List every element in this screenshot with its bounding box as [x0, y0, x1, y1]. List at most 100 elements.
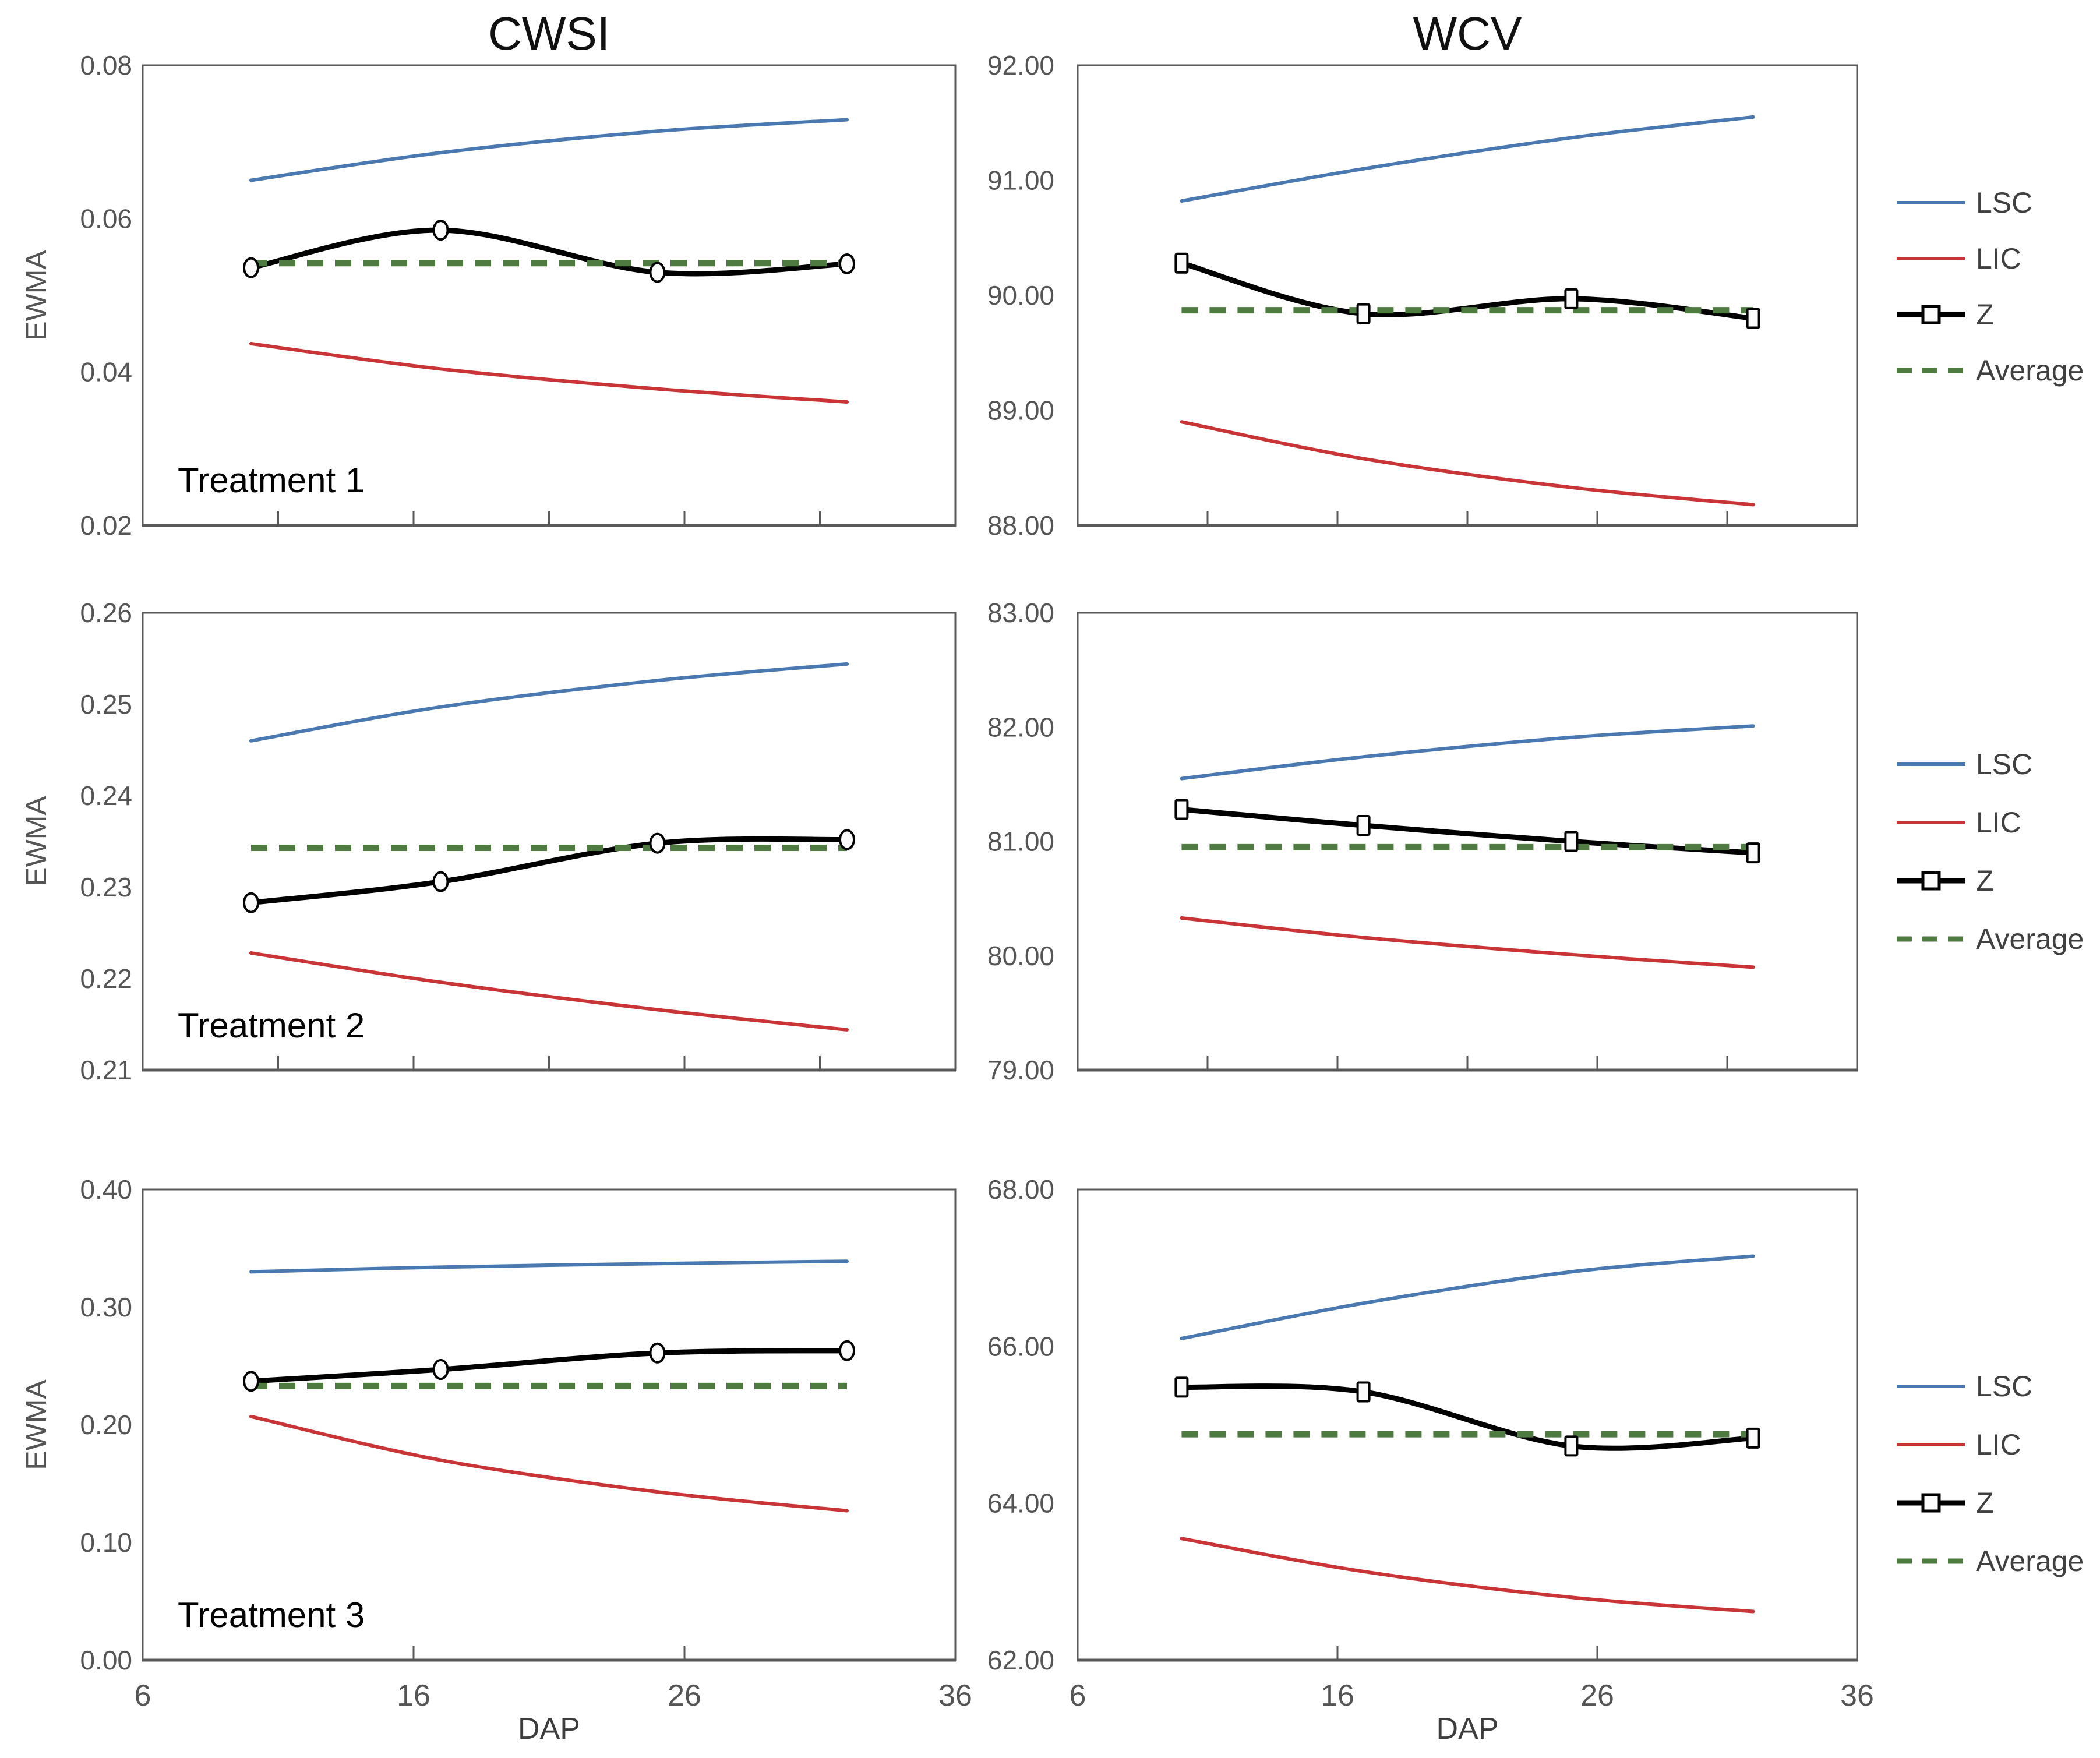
y-tick-label: 92.00: [987, 50, 1054, 80]
treatment-label: Treatment 2: [178, 1006, 365, 1045]
column-title-cwsi: CWSI: [488, 8, 610, 59]
series-line-lic: [1180, 916, 1755, 969]
y-tick-label: 88.00: [987, 510, 1054, 541]
legend-item-label-lic: LIC: [1976, 806, 2021, 839]
series-line-z: [1178, 807, 1756, 856]
series-line-lic: [249, 341, 849, 404]
z-marker-square: [1174, 252, 1189, 274]
y-tick-label: 0.06: [80, 203, 132, 234]
series-line-lsc: [1180, 724, 1755, 781]
series-line-z: [248, 227, 850, 277]
y-tick-label: 0.30: [80, 1292, 132, 1322]
y-tick-label: 0.40: [80, 1174, 132, 1205]
z-marker-circle: [243, 892, 259, 913]
x-tick-label: 6: [1070, 1679, 1086, 1713]
x-tick-label: 26: [1580, 1679, 1614, 1713]
legend-sample-z-marker: [1921, 305, 1941, 324]
y-tick-label: 64.00: [987, 1488, 1054, 1519]
series-line-lic: [1180, 420, 1755, 507]
series-line-lic: [1180, 1537, 1755, 1614]
legend-item-label-z: Z: [1976, 1487, 1994, 1519]
treatment-label: Treatment 3: [178, 1595, 365, 1635]
x-axis-label-dap: DAP: [1436, 1712, 1499, 1746]
y-tick-label: 0.02: [80, 510, 132, 541]
legend-item-label-z: Z: [1976, 864, 1994, 897]
y-tick-label: 0.10: [80, 1527, 132, 1558]
z-marker-square: [1174, 799, 1189, 820]
y-tick-label: 91.00: [987, 165, 1054, 196]
z-marker-square: [1564, 831, 1579, 852]
column-title-wcv: WCV: [1413, 8, 1522, 59]
legend-sample-z-marker: [1921, 871, 1941, 891]
y-tick-label: 0.04: [80, 357, 132, 387]
z-marker-square: [1746, 1427, 1760, 1449]
legend-item-label-lsc: LSC: [1976, 186, 2033, 219]
y-tick-label: 81.00: [987, 827, 1054, 857]
legend-item-label-average: Average: [1976, 923, 2084, 955]
treatment-label: Treatment 1: [178, 461, 365, 500]
z-marker-circle: [649, 262, 666, 283]
y-tick-label: 83.00: [987, 598, 1054, 628]
y-tick-label: 68.00: [987, 1174, 1054, 1205]
plot-area-wcv-treatment-2: [1077, 612, 1858, 1071]
y-tick-label: 89.00: [987, 396, 1054, 426]
z-marker-circle: [839, 829, 855, 850]
y-tick-label: 0.26: [80, 598, 132, 628]
y-tick-label: 0.22: [80, 963, 132, 994]
y-tick-label: 0.24: [80, 781, 132, 811]
y-tick-label: 0.08: [80, 50, 132, 80]
z-marker-circle: [649, 1342, 666, 1364]
legend-item-label-lsc: LSC: [1976, 748, 2033, 781]
z-marker-square: [1356, 1381, 1371, 1403]
x-tick-label: 36: [1840, 1679, 1874, 1713]
y-axis-label-ewma: EWMA: [20, 1379, 52, 1470]
y-tick-label: 0.25: [80, 689, 132, 719]
y-tick-label: 80.00: [987, 941, 1054, 971]
plot-area-wcv-treatment-1: [1077, 64, 1858, 527]
legend-item-label-lic: LIC: [1976, 1428, 2021, 1461]
z-marker-square: [1356, 303, 1371, 324]
x-tick-label: 16: [1321, 1679, 1354, 1713]
series-line-lic: [249, 951, 849, 1032]
z-marker-square: [1746, 308, 1760, 329]
series-line-z: [1178, 1383, 1756, 1451]
z-marker-circle: [432, 220, 449, 241]
legend-item-label-average: Average: [1976, 1545, 2084, 1577]
z-marker-circle: [839, 253, 855, 275]
series-line-lsc: [1180, 115, 1755, 203]
z-marker-circle: [243, 257, 259, 278]
x-tick-label: 26: [668, 1679, 701, 1713]
legend-sample-z-marker: [1921, 1493, 1941, 1513]
series-line-lsc: [249, 1259, 849, 1274]
series-line-z: [248, 836, 850, 906]
legend-item-label-average: Average: [1976, 354, 2084, 387]
series-line-z: [248, 1348, 850, 1384]
y-tick-label: 62.00: [987, 1645, 1054, 1675]
series-line-lic: [249, 1414, 849, 1513]
x-tick-label: 6: [135, 1679, 151, 1713]
z-marker-circle: [649, 832, 666, 854]
y-tick-label: 0.20: [80, 1410, 132, 1440]
series-line-lsc: [249, 662, 849, 743]
legend-item-label-lic: LIC: [1976, 242, 2021, 275]
z-marker-square: [1746, 842, 1760, 864]
z-marker-square: [1564, 288, 1579, 309]
series-line-lsc: [249, 118, 849, 182]
x-axis-label-dap: DAP: [518, 1712, 580, 1746]
z-marker-circle: [432, 1359, 449, 1381]
legend-item-label-z: Z: [1976, 298, 1994, 331]
z-marker-circle: [839, 1340, 855, 1361]
x-tick-label: 36: [938, 1679, 972, 1713]
z-marker-circle: [243, 1371, 259, 1392]
y-tick-label: 90.00: [987, 280, 1054, 310]
y-tick-label: 0.23: [80, 872, 132, 902]
y-tick-label: 79.00: [987, 1055, 1054, 1085]
y-tick-label: 82.00: [987, 712, 1054, 742]
y-tick-label: 66.00: [987, 1331, 1054, 1361]
y-axis-label-ewma: EWMA: [20, 796, 52, 887]
x-tick-label: 16: [397, 1679, 430, 1713]
y-tick-label: 0.00: [80, 1645, 132, 1675]
y-tick-label: 0.21: [80, 1055, 132, 1085]
